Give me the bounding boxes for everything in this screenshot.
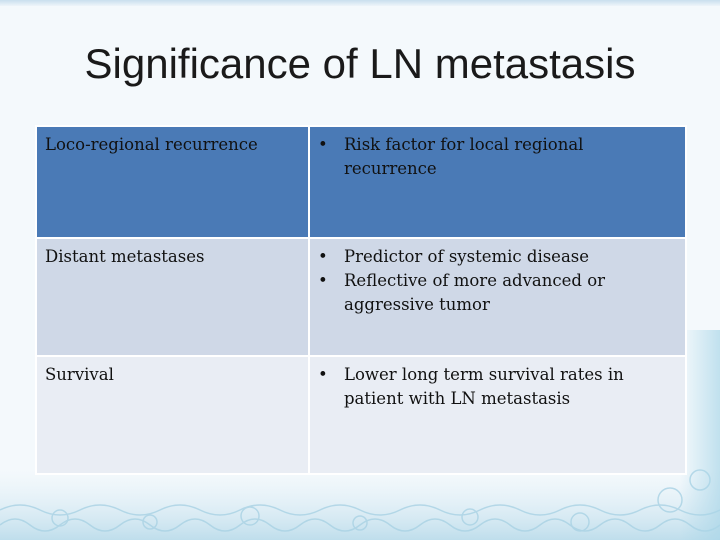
row-points: Lower long term survival rates in patien… <box>308 355 687 475</box>
table-row: Loco-regional recurrence Risk factor for… <box>35 125 687 239</box>
row-points: Risk factor for local regional recurrenc… <box>308 125 687 239</box>
ln-metastasis-table: Loco-regional recurrence Risk factor for… <box>35 125 687 475</box>
table-row: Distant metastases Predictor of systemic… <box>35 237 687 357</box>
row-points: Predictor of systemic disease Reflective… <box>308 237 687 357</box>
slide-title: Significance of LN metastasis <box>84 40 636 87</box>
bullet-item: Reflective of more advanced or aggressiv… <box>318 269 677 317</box>
row-label: Distant metastases <box>35 237 310 357</box>
row-label: Loco-regional recurrence <box>35 125 310 239</box>
row-label: Survival <box>35 355 310 475</box>
bullet-item: Predictor of systemic disease <box>318 245 677 269</box>
wave-pattern-decoration <box>0 469 720 540</box>
top-border-band <box>0 0 720 6</box>
bullet-item: Risk factor for local regional recurrenc… <box>318 133 677 181</box>
table-row: Survival Lower long term survival rates … <box>35 355 687 475</box>
bullet-item: Lower long term survival rates in patien… <box>318 363 677 411</box>
side-wave-decoration <box>680 330 720 540</box>
